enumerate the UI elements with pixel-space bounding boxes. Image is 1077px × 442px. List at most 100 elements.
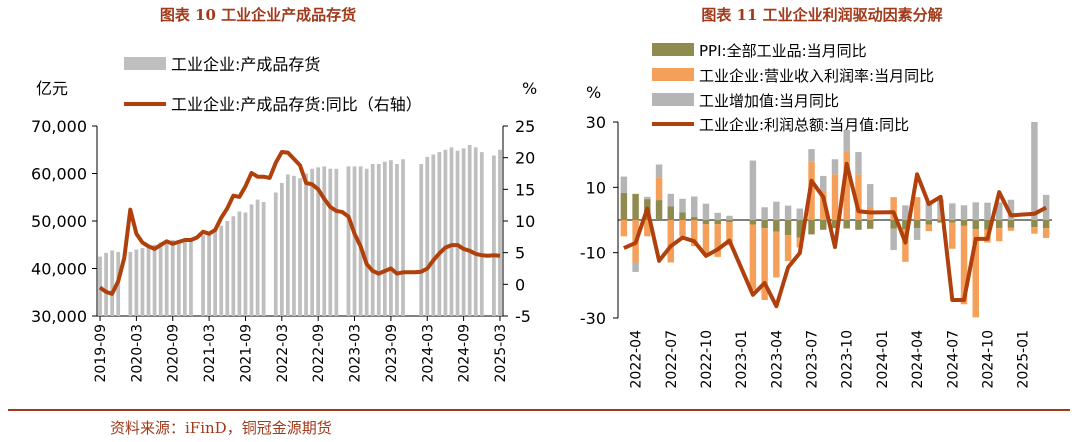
inventory-bar xyxy=(352,166,357,316)
value-added-bar xyxy=(949,203,956,220)
ppi-bar xyxy=(831,220,839,229)
legend-label-ppi: PPI:全部工业品:当月同比 xyxy=(699,42,867,60)
ppi-bar xyxy=(726,220,733,223)
margin-bar xyxy=(960,225,968,305)
margin-bar xyxy=(937,216,944,220)
legend-label-value-added: 工业增加值:当月同比 xyxy=(699,92,839,110)
margin-bar xyxy=(726,222,733,246)
inventory-bar xyxy=(364,168,369,316)
right-chart-title: 图表 11 工业企业利润驱动因素分解 xyxy=(701,6,942,24)
ppi-bar xyxy=(749,220,757,225)
inventory-bar xyxy=(152,244,157,316)
inventory-bar xyxy=(140,248,145,316)
legend-label-margin: 工业企业:营业收入利润率:当月同比 xyxy=(699,67,934,85)
right-y-axis: -5 0 5 10 15 20 25 xyxy=(502,117,535,326)
value-added-bar xyxy=(620,176,628,193)
ppi-bar xyxy=(995,220,1003,229)
left-x-tick-label: 2021-09 xyxy=(238,324,254,383)
value-added-bar xyxy=(995,202,1003,220)
margin-bar xyxy=(749,224,757,290)
inventory-bar xyxy=(389,160,393,316)
right-chart-x-tick-label: 2023-01 xyxy=(734,330,750,389)
inventory-bar xyxy=(304,173,308,316)
inventory-bar xyxy=(419,164,424,316)
inventory-bar xyxy=(255,199,260,316)
left-y-tick-label: 30,000 xyxy=(31,307,87,326)
left-x-tick-label: 2022-09 xyxy=(311,324,327,383)
left-x-tick-label: 2021-03 xyxy=(202,324,218,383)
inventory-bar xyxy=(261,202,266,316)
ppi-bar xyxy=(620,192,628,220)
right-chart-x-tick-label: 2025-01 xyxy=(1016,330,1032,389)
value-added-bar xyxy=(831,159,839,175)
value-added-bar xyxy=(925,201,933,220)
value-added-bar xyxy=(808,149,815,162)
ppi-bar xyxy=(714,220,721,225)
left-y-tick-label: 50,000 xyxy=(31,212,87,231)
ppi-bar xyxy=(1007,220,1015,228)
inventory-bar xyxy=(237,211,242,316)
right-axis-unit: % xyxy=(522,79,537,98)
legend-swatch-ppi xyxy=(652,43,694,56)
margin-bar xyxy=(679,220,686,237)
margin-bar xyxy=(995,228,1003,242)
left-x-tick-label: 2020-09 xyxy=(166,324,182,383)
inventory-bar xyxy=(310,168,314,316)
ppi-bar xyxy=(913,220,921,229)
inventory-bar xyxy=(231,216,236,316)
inventory-bar xyxy=(286,174,290,316)
ppi-bar xyxy=(925,220,933,225)
right-y-tick-label: -5 xyxy=(515,307,531,326)
inventory-bar xyxy=(461,148,466,316)
right-y-tick-label: 15 xyxy=(515,180,535,199)
value-added-bar xyxy=(644,196,651,200)
value-added-bar xyxy=(984,202,991,220)
inventory-bar xyxy=(334,168,339,316)
legend-swatch-value-added xyxy=(652,93,694,106)
inventory-bar xyxy=(395,164,399,316)
inventory-bar xyxy=(273,192,278,316)
margin-bar xyxy=(1007,227,1015,231)
inventory-bar xyxy=(201,235,205,316)
legend-swatch-inventory xyxy=(124,57,166,70)
value-added-bar xyxy=(1007,199,1015,220)
margin-bar xyxy=(913,197,921,220)
inventory-bar xyxy=(189,240,193,316)
margin-bar xyxy=(949,222,956,249)
ppi-bar xyxy=(1031,220,1038,228)
inventory-bar xyxy=(134,249,139,316)
value-added-bar xyxy=(972,202,979,220)
right-chart-x-tick-label: 2024-01 xyxy=(875,330,891,389)
left-axis-unit: 亿元 xyxy=(36,79,68,98)
inventory-bar xyxy=(249,204,254,316)
margin-bar xyxy=(702,224,710,254)
ppi-bar xyxy=(784,220,792,236)
inventory-bar xyxy=(128,251,133,316)
ppi-bar xyxy=(1042,220,1050,229)
left-x-tick-label: 2025-03 xyxy=(493,324,509,383)
right-chart-x-tick-label: 2022-07 xyxy=(664,330,680,389)
value-added-bar xyxy=(855,152,862,175)
ppi-bar xyxy=(949,220,956,223)
ppi-bar xyxy=(679,212,686,220)
right-y-tick-label: 25 xyxy=(515,117,535,136)
left-x-tick-label: 2022-03 xyxy=(275,324,291,383)
right-chart-x-tick-label: 2024-04 xyxy=(910,330,926,389)
value-added-bar xyxy=(761,207,768,220)
inventory-bar xyxy=(328,168,333,316)
inventory-bars xyxy=(98,145,502,316)
inventory-bar xyxy=(158,242,163,316)
ppi-bar xyxy=(902,220,909,230)
ppi-bar xyxy=(890,220,897,229)
inventory-bar xyxy=(176,240,181,316)
legend-label-inventory: 工业企业:产成品存货 xyxy=(171,55,320,74)
ppi-bar xyxy=(820,220,827,230)
inventory-bar xyxy=(443,149,448,316)
value-added-bar xyxy=(960,205,968,220)
ppi-bar xyxy=(972,220,979,230)
right-chart-x-tick-label: 2024-10 xyxy=(980,330,996,389)
ppi-bar xyxy=(691,217,698,220)
margin-bar xyxy=(972,229,979,318)
ppi-bar xyxy=(761,220,768,229)
left-y-tick-label: 70,000 xyxy=(31,117,87,136)
